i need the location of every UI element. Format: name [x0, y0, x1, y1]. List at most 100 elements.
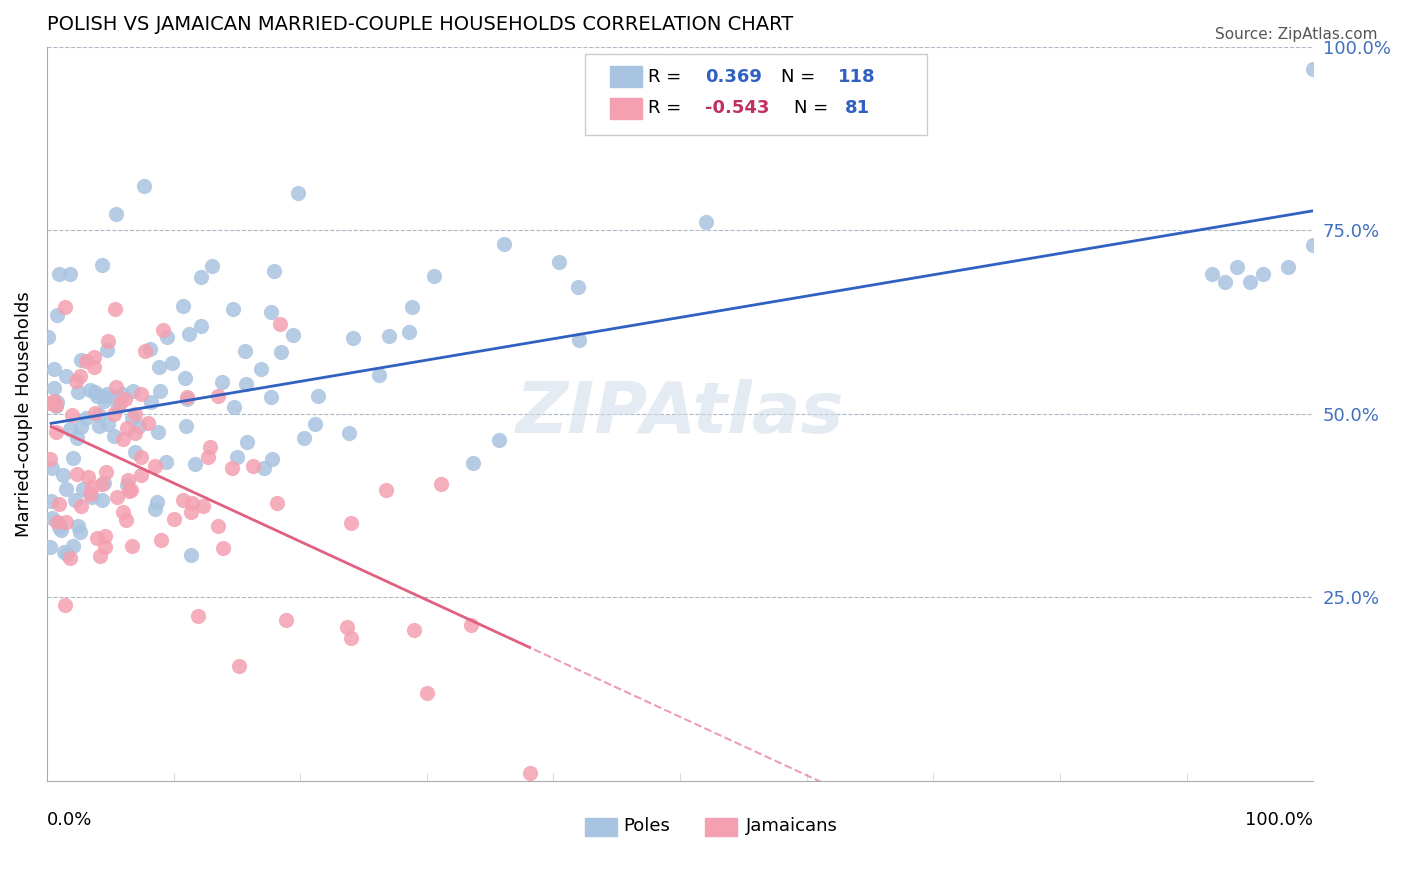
- Point: [269, 317, 291, 331]
- Point: [145, 495, 167, 509]
- Point: [48, 516, 70, 530]
- Text: N =: N =: [782, 68, 821, 86]
- Point: [93, 389, 115, 403]
- Point: [86, 531, 108, 545]
- Point: [242, 458, 264, 473]
- Point: [117, 473, 139, 487]
- Text: N =: N =: [794, 99, 834, 118]
- Point: [250, 361, 273, 376]
- Point: [60, 408, 83, 422]
- Point: [378, 328, 401, 343]
- Point: [253, 461, 276, 475]
- Point: [124, 445, 146, 459]
- Text: -0.543: -0.543: [706, 99, 770, 118]
- Point: [41, 460, 63, 475]
- Point: [91, 477, 114, 491]
- Text: 81: 81: [845, 99, 870, 118]
- Point: [235, 376, 257, 391]
- Point: [211, 376, 233, 390]
- Point: [336, 620, 359, 634]
- Point: [66, 518, 89, 533]
- Point: [118, 484, 141, 499]
- Point: [62, 539, 84, 553]
- Point: [69, 499, 91, 513]
- Point: [1302, 62, 1324, 76]
- Point: [415, 686, 437, 700]
- Point: [149, 384, 172, 398]
- Point: [94, 541, 117, 555]
- Point: [107, 401, 129, 415]
- Point: [51, 467, 73, 482]
- Point: [93, 394, 115, 409]
- Point: [104, 302, 127, 317]
- Point: [83, 360, 105, 375]
- Point: [174, 371, 197, 385]
- Point: [69, 352, 91, 367]
- Point: [281, 327, 304, 342]
- Point: [149, 533, 172, 548]
- Point: [207, 519, 229, 533]
- Point: [39, 541, 62, 555]
- Text: Jamaicans: Jamaicans: [747, 817, 838, 835]
- Point: [163, 512, 186, 526]
- Text: R =: R =: [648, 99, 688, 118]
- Text: 100.0%: 100.0%: [1246, 811, 1313, 829]
- Point: [172, 299, 194, 313]
- Point: [172, 493, 194, 508]
- Point: [91, 258, 114, 272]
- Point: [404, 624, 426, 638]
- Point: [180, 505, 202, 519]
- Point: [174, 419, 197, 434]
- Point: [124, 426, 146, 441]
- Bar: [706, 818, 737, 836]
- Point: [115, 421, 138, 435]
- Point: [695, 215, 717, 229]
- Point: [155, 455, 177, 469]
- Point: [82, 480, 104, 494]
- Point: [41, 511, 63, 525]
- Point: [86, 389, 108, 403]
- Bar: [610, 98, 643, 119]
- Point: [93, 475, 115, 490]
- Point: [75, 411, 97, 425]
- Point: [132, 179, 155, 194]
- Point: [184, 457, 207, 471]
- Text: Poles: Poles: [623, 817, 671, 835]
- Point: [260, 390, 283, 404]
- Point: [143, 501, 166, 516]
- Point: [115, 478, 138, 492]
- Point: [1213, 275, 1236, 289]
- Point: [266, 496, 288, 510]
- Point: [84, 385, 107, 400]
- Point: [176, 391, 198, 405]
- Point: [398, 325, 420, 339]
- Point: [519, 766, 541, 780]
- Point: [221, 460, 243, 475]
- Text: Source: ZipAtlas.com: Source: ZipAtlas.com: [1215, 27, 1378, 42]
- FancyBboxPatch shape: [585, 54, 927, 135]
- Point: [1239, 275, 1261, 289]
- Point: [292, 431, 315, 445]
- Point: [69, 525, 91, 540]
- Point: [401, 300, 423, 314]
- Point: [211, 541, 233, 556]
- Point: [97, 334, 120, 348]
- Point: [37, 330, 59, 344]
- Point: [143, 458, 166, 473]
- Point: [53, 598, 76, 612]
- Point: [79, 487, 101, 501]
- Point: [103, 390, 125, 404]
- Point: [45, 395, 67, 409]
- Point: [152, 323, 174, 337]
- Point: [197, 450, 219, 464]
- Point: [59, 422, 82, 436]
- Point: [177, 326, 200, 341]
- Point: [65, 375, 87, 389]
- Point: [48, 520, 70, 534]
- Point: [93, 529, 115, 543]
- Point: [233, 344, 256, 359]
- Point: [103, 429, 125, 443]
- Text: POLISH VS JAMAICAN MARRIED-COUPLE HOUSEHOLDS CORRELATION CHART: POLISH VS JAMAICAN MARRIED-COUPLE HOUSEH…: [46, 15, 793, 34]
- Point: [53, 545, 76, 559]
- Point: [567, 280, 589, 294]
